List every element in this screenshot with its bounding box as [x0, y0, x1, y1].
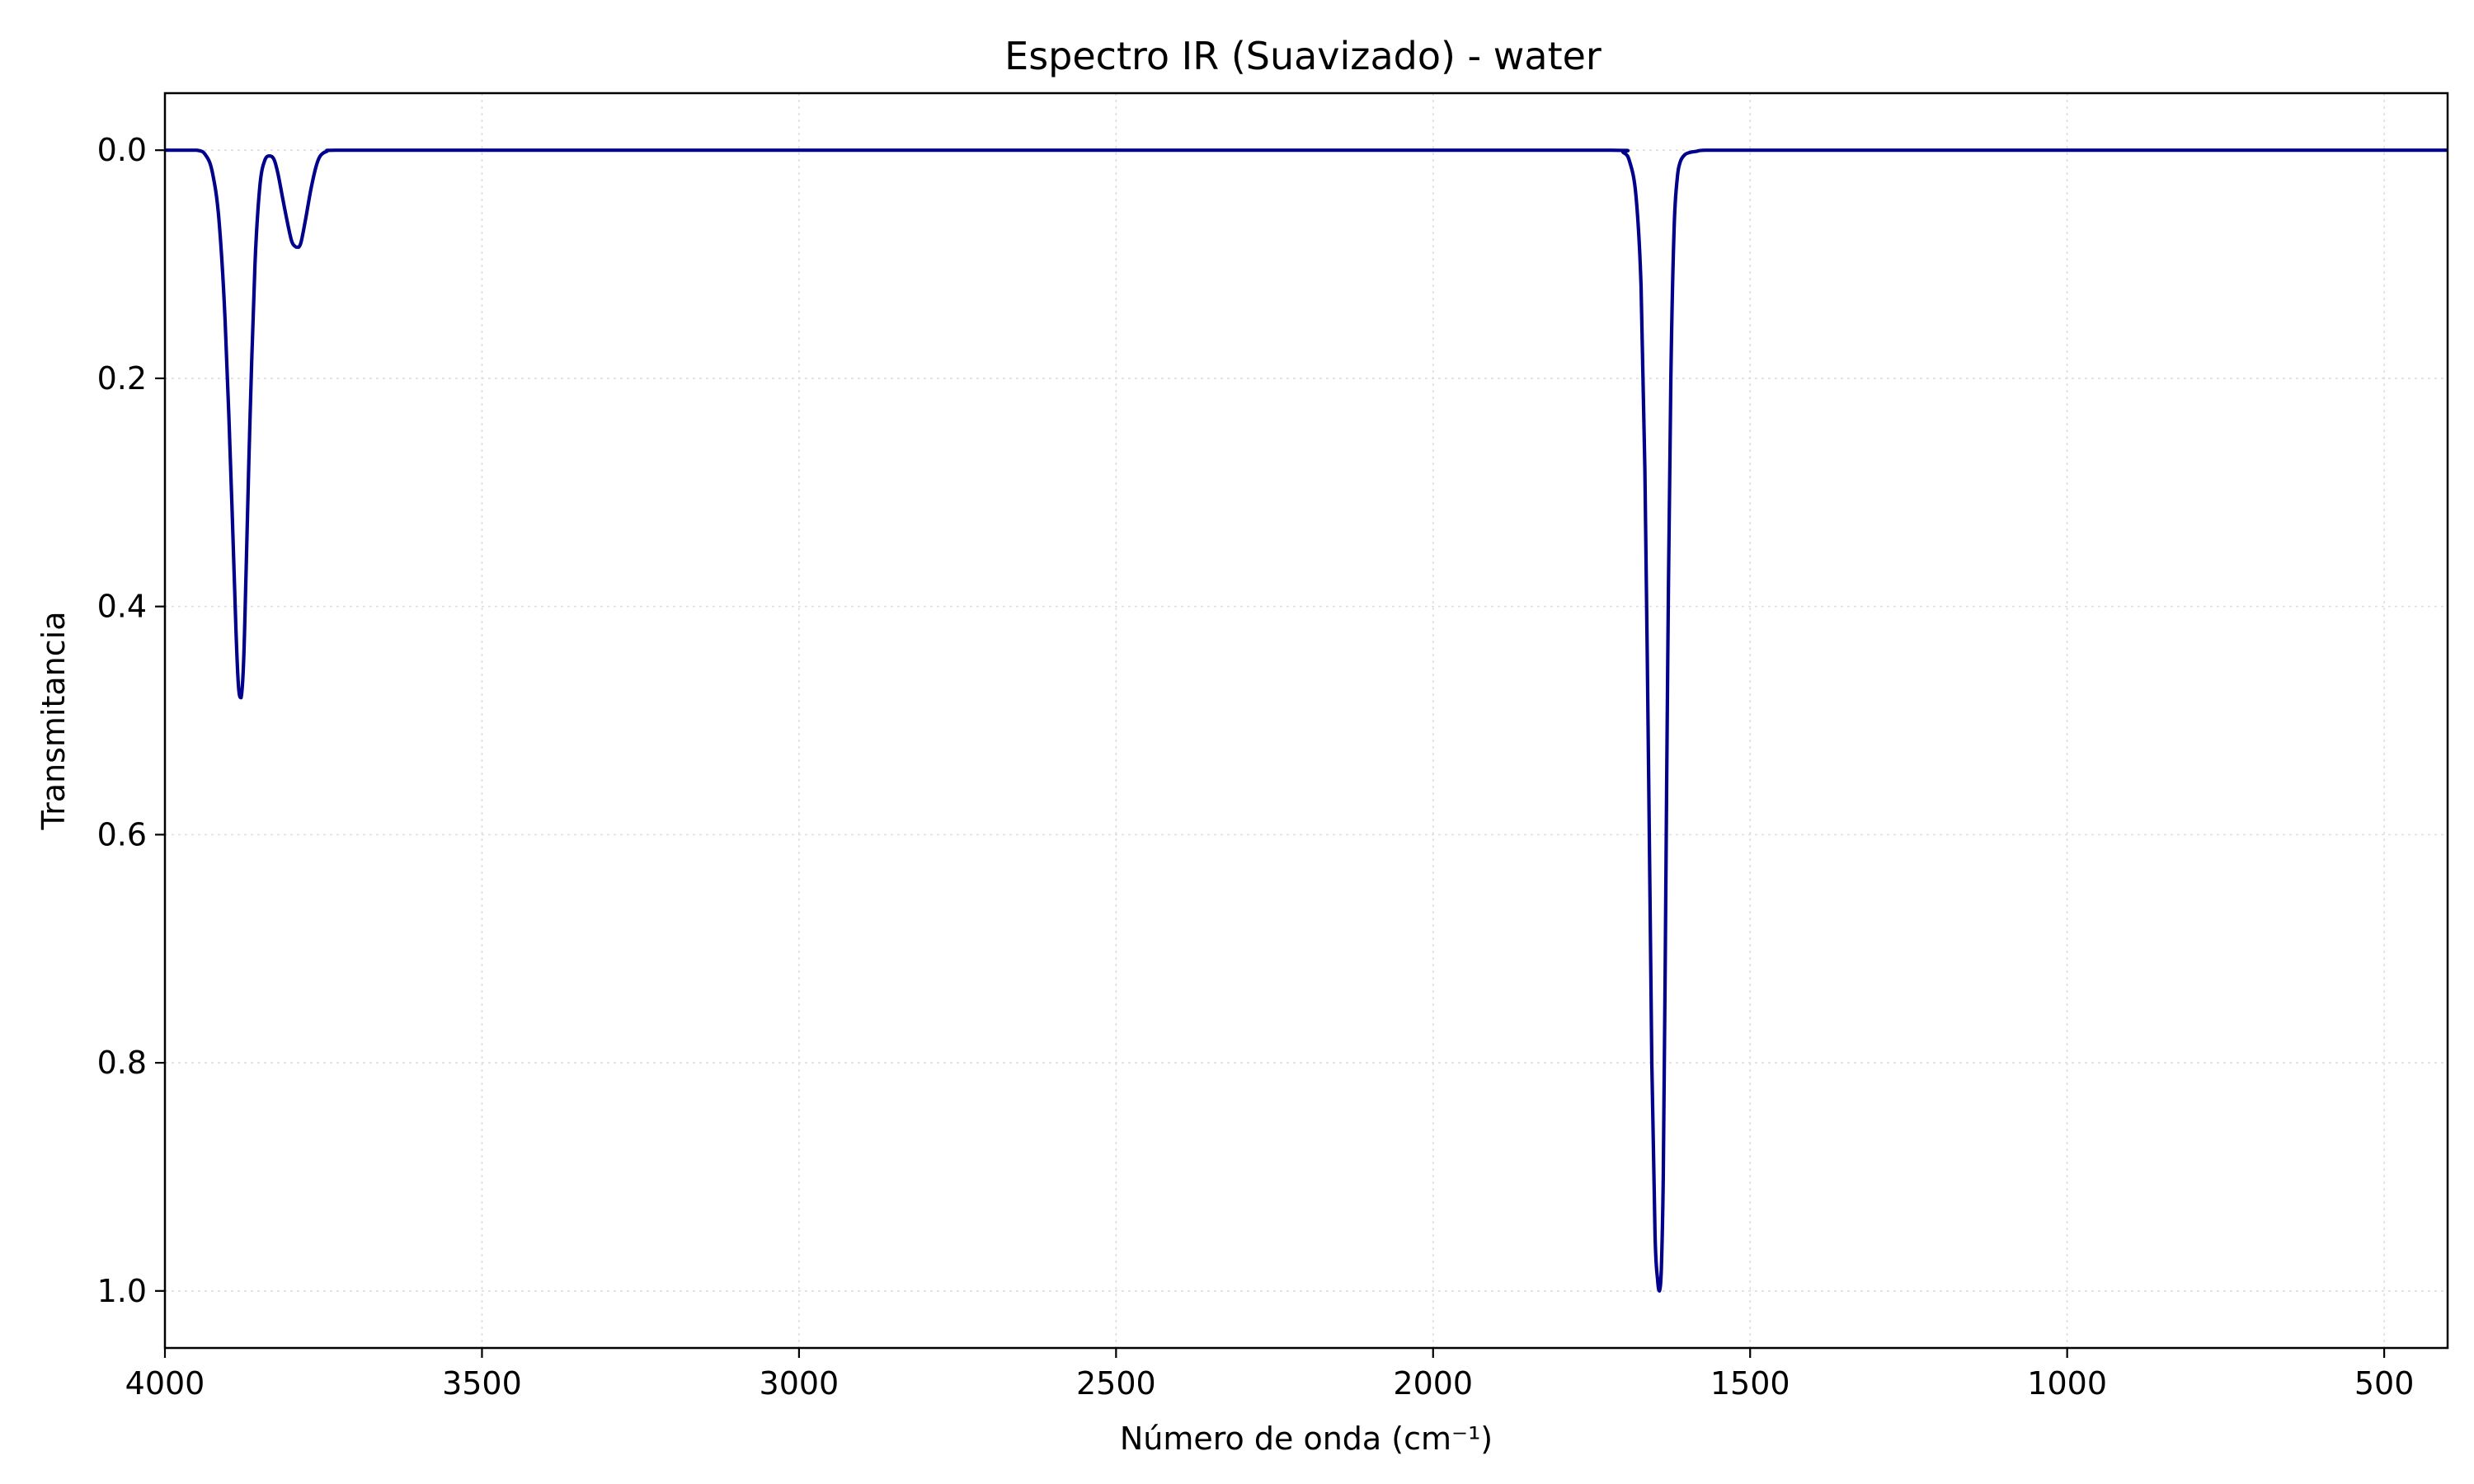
line-layer: [164, 148, 2448, 1293]
y-tick-label: 0.2: [97, 360, 147, 397]
y-tick-label: 0.4: [97, 589, 147, 625]
x-axis: 4000 3500 3000 2500 2000 1500 1000 500: [125, 1348, 2415, 1402]
x-tick-label: 4000: [125, 1365, 205, 1402]
x-tick-label: 1000: [2027, 1365, 2107, 1402]
x-tick-label: 500: [2354, 1365, 2415, 1402]
y-tick-label: 0.0: [97, 132, 147, 168]
y-tick-label: 0.6: [97, 816, 147, 852]
x-tick-label: 3500: [442, 1365, 522, 1402]
y-axis-label: Transmitancia: [35, 612, 72, 831]
y-tick-label: 1.0: [97, 1273, 147, 1309]
x-axis-label: Número de onda (cm⁻¹): [1120, 1421, 1493, 1457]
x-tick-label: 1500: [1710, 1365, 1790, 1402]
y-tick-label: 0.8: [97, 1045, 147, 1081]
x-tick-label: 2500: [1076, 1365, 1156, 1402]
chart-title: Espectro IR (Suavizado) - water: [1004, 34, 1602, 78]
y-axis: 0.0 0.2 0.4 0.6 0.8 1.0: [97, 132, 165, 1309]
x-tick-label: 2000: [1393, 1365, 1473, 1402]
x-tick-label: 3000: [760, 1365, 840, 1402]
spectrum-line: [164, 148, 2448, 1293]
plot-frame: [163, 92, 2449, 1350]
